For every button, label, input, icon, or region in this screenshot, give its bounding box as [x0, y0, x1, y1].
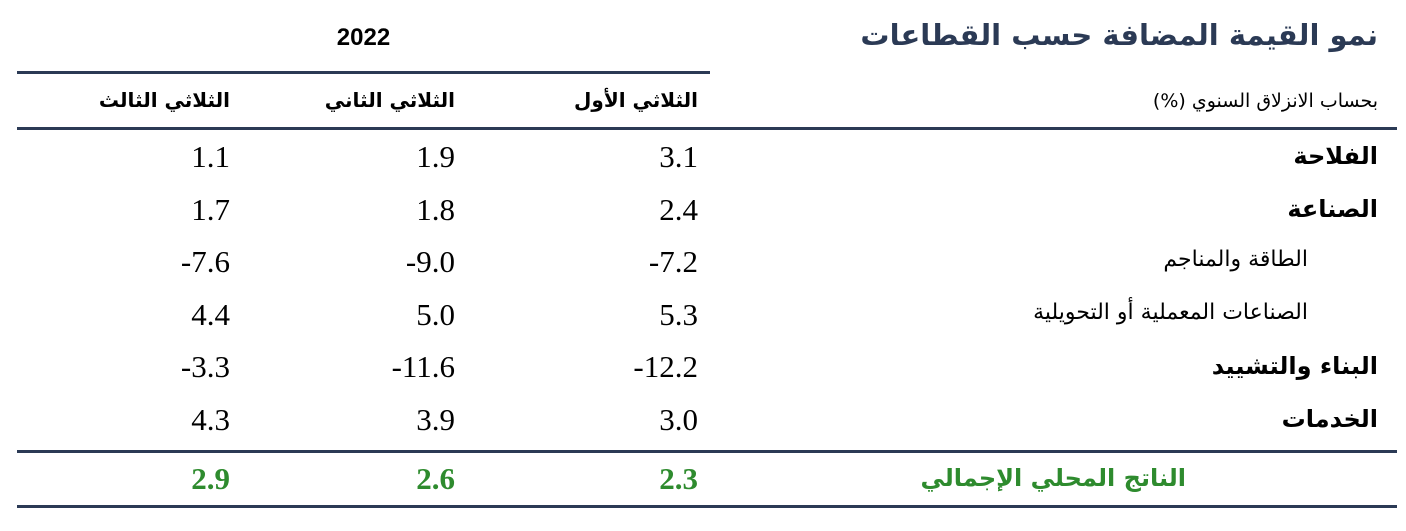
cell-value: -7.2 [648, 244, 698, 280]
cell-value: -9.0 [405, 244, 455, 280]
cell-value: 1.8 [416, 191, 455, 227]
rule [17, 505, 1397, 508]
cell-value: 3.9 [416, 402, 455, 437]
cell-value: 3.1 [659, 139, 698, 174]
cell-value: 1.1 [191, 139, 230, 174]
cell-value: -11.6 [391, 349, 455, 385]
rule [17, 71, 710, 74]
row-label: الصناعة [1287, 194, 1378, 223]
rule [17, 127, 1397, 130]
column-header: الثلاثي الأول [574, 88, 698, 112]
cell-value: -3.3 [180, 349, 230, 385]
subtitle: بحساب الانزلاق السنوي (%) [1152, 90, 1378, 112]
cell-value: -7.6 [180, 244, 230, 280]
cell-value: -12.2 [633, 349, 698, 385]
cell-value: 1.7 [191, 191, 230, 227]
row-label: الفلاحة [1293, 142, 1378, 170]
total-value: 2.6 [416, 461, 455, 496]
total-value: 2.3 [659, 461, 698, 496]
column-header: الثلاثي الثاني [324, 88, 455, 112]
cell-value: 1.9 [416, 139, 455, 174]
cell-value: 2.4 [659, 191, 698, 227]
rule [17, 450, 1397, 453]
cell-value: 5.0 [416, 296, 455, 332]
cell-value: 3.0 [659, 402, 698, 437]
year: 2022 [336, 24, 391, 51]
subrow-label: الطاقة والمناجم [1163, 247, 1308, 273]
cell-value: 4.3 [191, 402, 230, 437]
row-label: الخدمات [1281, 405, 1378, 433]
total-label: الناتج المحلي الإجمالي [920, 464, 1186, 492]
row-label: البناء والتشييد [1211, 352, 1378, 381]
title: نمو القيمة المضافة حسب القطاعات [860, 18, 1378, 52]
column-header: الثلاثي الثالث [98, 88, 230, 112]
cell-value: 4.4 [191, 296, 230, 332]
subrow-label: الصناعات المعملية أو التحويلية [1033, 299, 1308, 325]
cell-value: 5.3 [659, 296, 698, 332]
total-value: 2.9 [191, 461, 230, 496]
